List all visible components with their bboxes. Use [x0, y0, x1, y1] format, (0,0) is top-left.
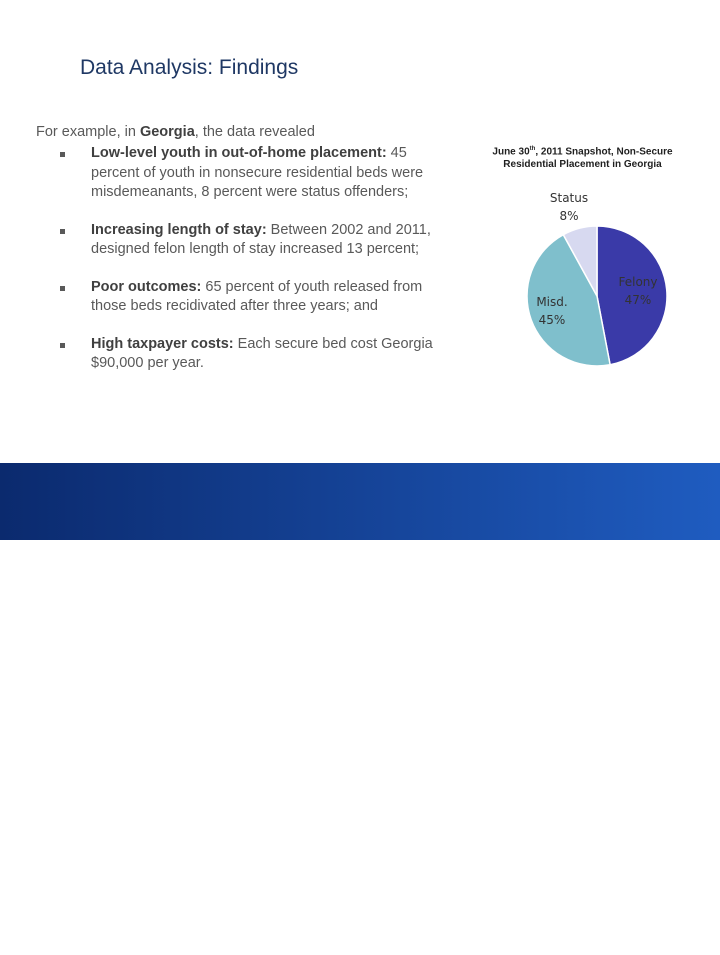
bullet-heading: High taxpayer costs: [91, 335, 234, 352]
bullet-poor-outcomes: Poor outcomes: 65 percent of youth relea… [36, 278, 456, 317]
square-bullet-icon [60, 228, 65, 234]
intro-suffix: , the data revealed [194, 124, 315, 140]
pie-value-status: 8% [559, 209, 578, 223]
pie-label-misd: Misd. [536, 295, 567, 309]
intro-prefix: For example, in [36, 124, 140, 140]
square-bullet-icon [60, 342, 65, 348]
chart-title-rest: , 2011 Snapshot, Non-Secure Residential … [503, 146, 673, 171]
bullet-text: 65 percent of youth released from those … [91, 278, 423, 315]
bullet-heading: Poor outcomes: [91, 278, 202, 295]
pie-chart: Felony 47% Misd. 45% Status 8% [526, 191, 668, 367]
pie-value-felony: 47% [625, 293, 652, 307]
pie-label-felony: Felony [618, 275, 657, 289]
bullet-heading: Low-level youth in out-of-home placement… [91, 145, 387, 161]
pie-slice-misd [526, 233, 611, 367]
bullet-text: Each secure bed cost Georgia $90,000 per… [91, 335, 433, 372]
findings-text: For example, in Georgia, the data reveal… [36, 122, 456, 392]
pie-slice-felony [596, 225, 668, 366]
bullet-taxpayer-costs: High taxpayer costs: Each secure bed cos… [36, 335, 456, 374]
chart-title-sup: th [529, 146, 536, 152]
square-bullet-icon [60, 285, 65, 291]
footer-bar: 11 [0, 463, 720, 955]
chart-title-date: June 30 [492, 146, 530, 158]
page-number: 11 [664, 946, 673, 955]
bullet-text: 45 percent of youth in nonsecure residen… [91, 145, 424, 200]
pie-slice-status [562, 225, 598, 297]
square-bullet-icon [60, 152, 65, 157]
bullet-low-level-youth: Low-level youth in out-of-home placement… [36, 144, 456, 203]
bullet-heading: Increasing length of stay: [91, 221, 267, 238]
slide-title: Data Analysis: Findings [80, 56, 299, 79]
chart-title: June 30th, 2011 Snapshot, Non-Secure Res… [470, 143, 695, 171]
intro-state: Georgia [139, 124, 195, 140]
bullet-text: Between 2002 and 2011, designed felon le… [91, 221, 431, 258]
bullet-length-of-stay: Increasing length of stay: Between 2002 … [36, 221, 456, 260]
pie-value-misd: 45% [539, 313, 566, 327]
intro-line: For example, in Georgia, the data reveal… [36, 122, 456, 142]
pie-label-status: Status [550, 191, 588, 205]
